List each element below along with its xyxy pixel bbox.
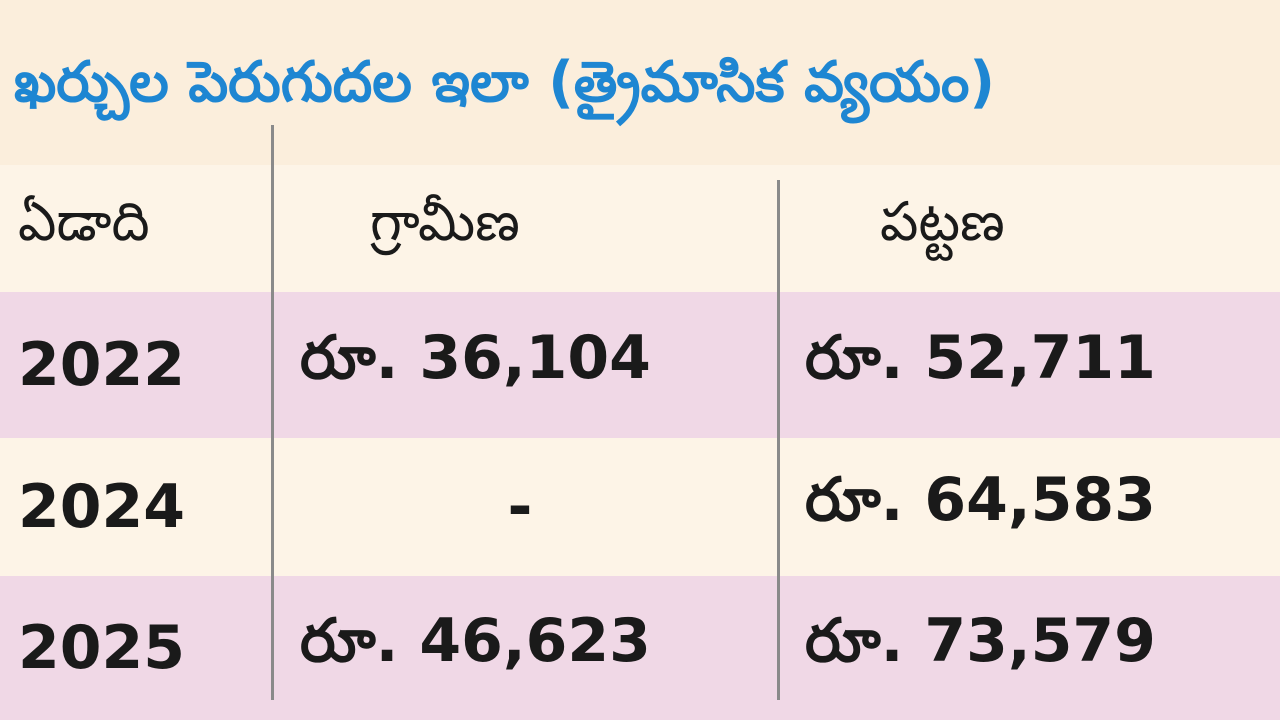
column-header: ఏడాది bbox=[18, 190, 150, 253]
table-row: 2025 రూ. 46,623 రూ. 73,579 bbox=[0, 576, 1280, 720]
table-row: 2022 రూ. 36,104 రూ. 52,711 bbox=[0, 292, 1280, 438]
column-header: పట్టణ bbox=[880, 190, 1005, 253]
table-row: 2024 - రూ. 64,583 bbox=[0, 438, 1280, 576]
year-cell: 2024 bbox=[18, 472, 185, 542]
column-divider bbox=[777, 180, 780, 700]
urban-cell: రూ. 52,711 bbox=[805, 323, 1156, 393]
urban-cell: రూ. 64,583 bbox=[805, 465, 1156, 535]
rural-cell: రూ. 46,623 bbox=[300, 606, 651, 676]
title: ఖర్చుల పెరుగుదల ఇలా (త్రైమాసిక వ్యయం) bbox=[14, 50, 995, 115]
column-divider bbox=[271, 125, 274, 700]
rural-cell: - bbox=[507, 472, 533, 542]
header-row: ఏడాది గ్రామీణ పట్టణ bbox=[0, 165, 1280, 292]
column-header: గ్రామీణ bbox=[370, 190, 520, 253]
title-band: ఖర్చుల పెరుగుదల ఇలా (త్రైమాసిక వ్యయం) bbox=[0, 0, 1280, 165]
year-cell: 2025 bbox=[18, 613, 185, 683]
rural-cell: రూ. 36,104 bbox=[300, 323, 651, 393]
urban-cell: రూ. 73,579 bbox=[805, 606, 1156, 676]
year-cell: 2022 bbox=[18, 330, 185, 400]
